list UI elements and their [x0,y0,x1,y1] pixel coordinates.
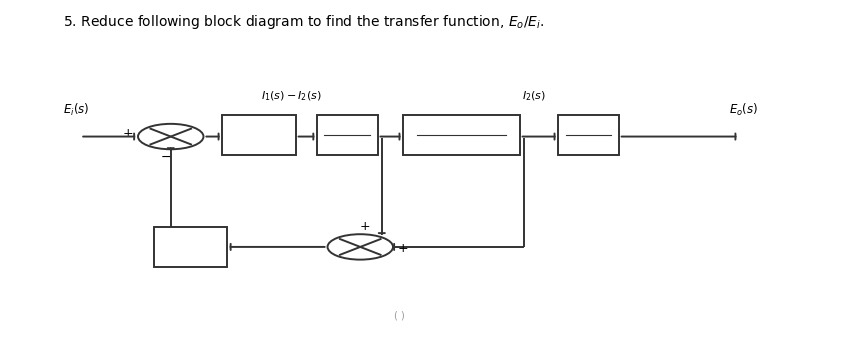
Text: $C_2s$: $C_2s$ [451,116,473,131]
Bar [223,115,296,155]
Text: $C_1s$: $C_1s$ [336,139,358,154]
Text: −: − [161,151,172,164]
Text: $R_1$: $R_1$ [182,239,198,254]
Bar [153,227,227,267]
Bar [317,115,377,155]
Text: +: + [359,220,370,233]
Text: $E_o(s)$: $E_o(s)$ [729,102,758,118]
Text: ( ): ( ) [394,310,404,321]
Text: +: + [123,127,134,140]
Text: $I_2(s)$: $I_2(s)$ [522,89,546,103]
Bar [558,115,619,155]
Text: 1: 1 [343,118,351,131]
Bar [403,115,519,155]
Text: $I_1(s)-I_2(s)$: $I_1(s)-I_2(s)$ [261,89,322,103]
Text: 1: 1 [585,118,592,131]
Text: $C_2s$: $C_2s$ [577,139,599,154]
Text: $E_i(s)$: $E_i(s)$ [62,102,89,118]
Text: 5. Reduce following block diagram to find the transfer function, $E_o/E_i$.: 5. Reduce following block diagram to fin… [63,13,544,31]
Text: $R_2C_2s+1$: $R_2C_2s+1$ [434,139,490,154]
Text: +: + [397,242,408,255]
Text: $C_1s$: $C_1s$ [248,128,271,142]
